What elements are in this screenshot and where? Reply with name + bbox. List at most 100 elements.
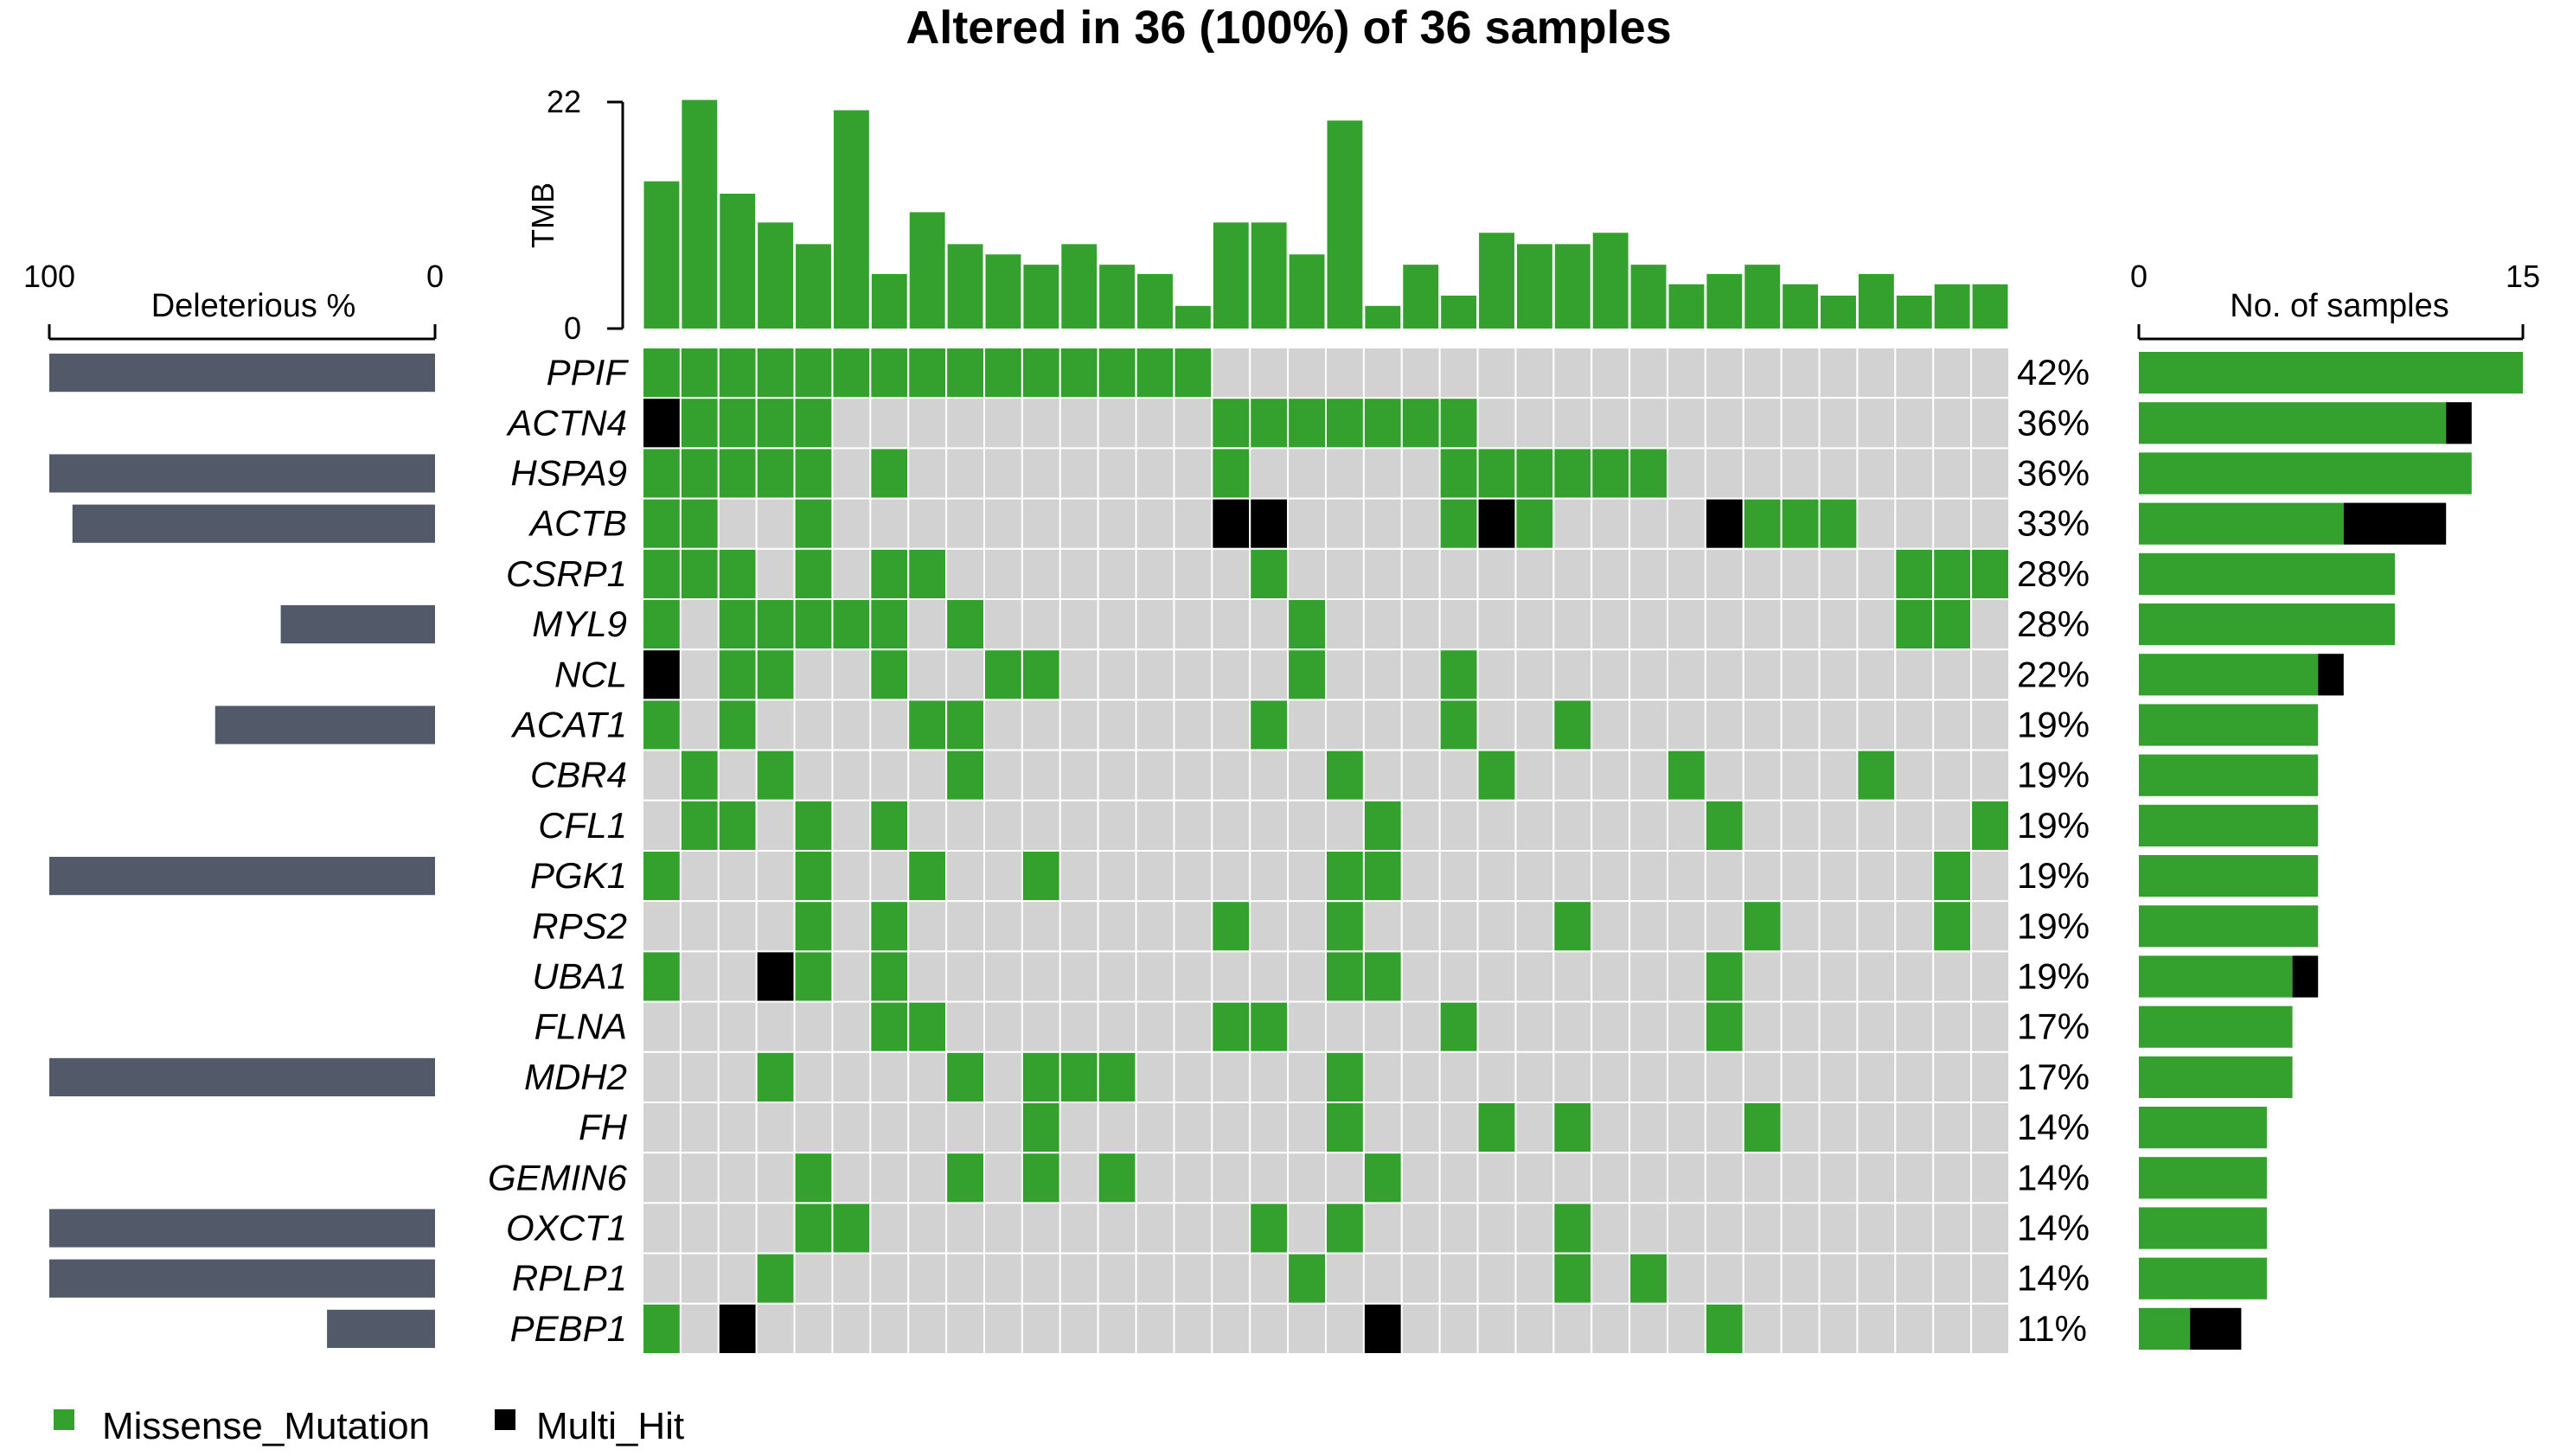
matrix-cell-empty: [1059, 749, 1099, 801]
matrix-cell-empty: [1173, 447, 1213, 500]
matrix-cell-missense: [755, 1050, 796, 1104]
matrix-cell-empty: [1629, 1050, 1668, 1104]
matrix-cell-empty: [1135, 1000, 1175, 1053]
matrix-cell-empty: [1932, 1050, 1973, 1104]
matrix-cell-missense: [717, 547, 758, 600]
percentage-label: 42%: [2017, 352, 2090, 393]
matrix-cell-missense: [1287, 648, 1327, 701]
matrix-cell-empty: [1780, 799, 1821, 852]
percentage-label: 19%: [2017, 905, 2090, 946]
matrix-cell-empty: [1704, 598, 1744, 651]
matrix-cell-empty: [1211, 950, 1251, 1003]
matrix-cell-empty: [1780, 749, 1821, 801]
matrix-cell-missense: [1021, 648, 1061, 701]
samples-bar-missense: [2139, 1307, 2191, 1350]
matrix-cell-empty: [717, 497, 758, 550]
matrix-cell-empty: [679, 900, 720, 953]
deleterious-bar: [72, 504, 435, 543]
matrix-cell-missense: [679, 749, 720, 801]
matrix-cell-empty: [1704, 547, 1744, 600]
matrix-cell-empty: [1211, 648, 1251, 701]
matrix-cell-empty: [1059, 1152, 1099, 1204]
matrix-cell-missense: [755, 447, 796, 500]
samples-bar-missense: [2139, 654, 2319, 696]
tmb-bar: [1934, 284, 1970, 329]
matrix-cell-empty: [642, 799, 682, 852]
matrix-cell-empty: [1362, 1050, 1403, 1104]
matrix-cell-empty: [755, 497, 796, 550]
matrix-cell-empty: [1742, 1000, 1783, 1053]
matrix-cell-empty: [1667, 1202, 1706, 1255]
matrix-cell-empty: [1173, 397, 1213, 450]
matrix-cell-empty: [1667, 699, 1706, 751]
matrix-cell-empty: [1514, 347, 1555, 399]
matrix-cell-empty: [1552, 1050, 1593, 1104]
matrix-cell-multi-hit: [717, 1302, 758, 1356]
deleterious-bar: [327, 1309, 435, 1348]
matrix-cell-missense: [1059, 347, 1099, 399]
matrix-cell-empty: [1097, 900, 1137, 953]
matrix-cell-empty: [869, 1252, 910, 1305]
matrix-cell-empty: [1667, 1102, 1706, 1154]
matrix-cell-missense: [642, 598, 682, 651]
matrix-cell-empty: [1856, 799, 1897, 852]
matrix-cell-missense: [1400, 397, 1441, 450]
matrix-cell-empty: [1742, 1252, 1783, 1305]
matrix-cell-empty: [1742, 547, 1783, 600]
matrix-cell-empty: [831, 1000, 872, 1053]
matrix-cell-empty: [1780, 1102, 1821, 1154]
matrix-cell-empty: [1287, 799, 1327, 852]
matrix-cell-empty: [1932, 648, 1973, 701]
matrix-cell-multi-hit: [1211, 497, 1251, 550]
matrix-cell-empty: [1211, 850, 1251, 903]
matrix-cell-missense: [869, 1000, 910, 1053]
matrix-cell-empty: [1135, 397, 1175, 450]
matrix-cell-missense: [1249, 547, 1290, 600]
matrix-cell-empty: [1894, 900, 1935, 953]
matrix-cell-empty: [1287, 1000, 1327, 1053]
matrix-cell-missense: [1021, 850, 1061, 903]
matrix-cell-empty: [1097, 950, 1137, 1003]
matrix-cell-empty: [1629, 1202, 1668, 1255]
percentage-label: 19%: [2017, 705, 2090, 745]
matrix-cell-empty: [1097, 1202, 1137, 1255]
matrix-cell-empty: [1476, 1000, 1517, 1053]
matrix-cell-empty: [1476, 1050, 1517, 1104]
matrix-cell-empty: [1135, 900, 1175, 953]
matrix-cell-empty: [1970, 850, 2010, 903]
matrix-cell-empty: [1173, 1152, 1213, 1204]
matrix-cell-missense: [1325, 749, 1365, 801]
tmb-bar: [1327, 120, 1363, 329]
matrix-cell-empty: [1629, 1152, 1668, 1204]
matrix-cell-missense: [1249, 1000, 1290, 1053]
gene-label: UBA1: [532, 956, 627, 997]
samples-bar-missense: [2139, 352, 2523, 394]
tmb-bar: [682, 99, 718, 329]
matrix-cell-empty: [717, 1252, 758, 1305]
legend-label-multi-hit: Multi_Hit: [536, 1405, 684, 1447]
matrix-cell-missense: [755, 397, 796, 450]
matrix-cell-empty: [1856, 1000, 1897, 1053]
matrix-cell-empty: [1780, 850, 1821, 903]
percentage-label: 14%: [2017, 1208, 2090, 1248]
matrix-cell-empty: [1856, 547, 1897, 600]
matrix-cell-empty: [983, 598, 1023, 651]
matrix-cell-empty: [1476, 347, 1517, 399]
matrix-cell-empty: [945, 397, 985, 450]
matrix-cell-empty: [1780, 1252, 1821, 1305]
matrix-cell-empty: [1818, 1202, 1859, 1255]
matrix-cell-empty: [1552, 347, 1593, 399]
matrix-cell-empty: [1059, 799, 1099, 852]
matrix-cell-missense: [1742, 900, 1783, 953]
matrix-cell-empty: [1970, 347, 2010, 399]
matrix-cell-empty: [1552, 547, 1593, 600]
matrix-cell-missense: [945, 598, 985, 651]
matrix-cell-empty: [1173, 648, 1213, 701]
samples-bar-missense: [2139, 603, 2395, 646]
matrix-cell-missense: [907, 547, 948, 600]
samples-bar-multi-hit: [2190, 1307, 2242, 1350]
matrix-cell-empty: [1970, 497, 2010, 550]
matrix-cell-empty: [831, 397, 872, 450]
matrix-cell-empty: [679, 1252, 720, 1305]
tmb-bar: [720, 193, 756, 329]
